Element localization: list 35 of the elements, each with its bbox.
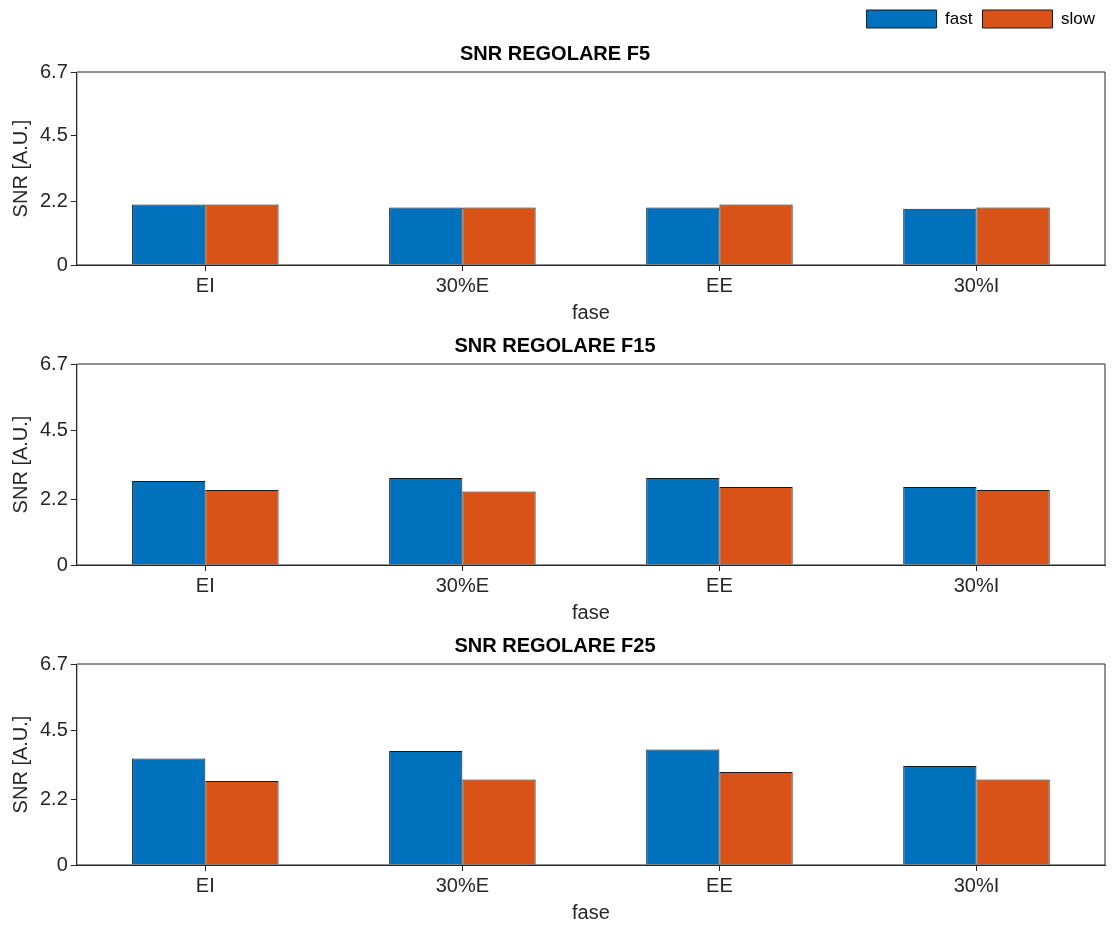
x-tick-label: 30%E bbox=[435, 873, 490, 896]
x-tick-label: 30%I bbox=[953, 273, 1000, 296]
y-axis-title: SNR [A.U.] bbox=[8, 119, 31, 218]
x-tick-label: EI bbox=[195, 573, 215, 596]
legend-label: slow bbox=[1060, 8, 1096, 28]
y-tick-label: 4.5 bbox=[39, 417, 68, 440]
x-axis-title: fase bbox=[572, 600, 610, 623]
y-tick-label: 2.2 bbox=[39, 486, 68, 509]
y-tick-label: 0 bbox=[56, 552, 68, 575]
x-tick-label: EI bbox=[195, 873, 215, 896]
y-tick-label: 0 bbox=[56, 852, 68, 875]
x-tick-label: EE bbox=[706, 873, 733, 896]
x-tick-label: 30%I bbox=[953, 573, 1000, 596]
chart-title: SNR REGOLARE F15 bbox=[454, 333, 656, 356]
chart-title: SNR REGOLARE F5 bbox=[459, 41, 651, 64]
chart-title: SNR REGOLARE F25 bbox=[454, 633, 656, 656]
legend-label: fast bbox=[945, 8, 973, 28]
y-axis-title: SNR [A.U.] bbox=[8, 715, 31, 814]
x-tick-label: EE bbox=[706, 273, 733, 296]
y-tick-label: 6.7 bbox=[39, 651, 68, 674]
y-tick-label: 6.7 bbox=[39, 59, 68, 82]
x-tick-label: 30%I bbox=[953, 873, 1000, 896]
y-tick-label: 6.7 bbox=[39, 351, 68, 374]
y-tick-label: 4.5 bbox=[39, 717, 68, 740]
y-tick-label: 2.2 bbox=[39, 786, 68, 809]
y-axis-title: SNR [A.U.] bbox=[8, 415, 31, 514]
y-tick-label: 2.2 bbox=[39, 189, 68, 212]
x-tick-label: EI bbox=[195, 273, 215, 296]
x-tick-label: EE bbox=[706, 573, 733, 596]
y-tick-label: 4.5 bbox=[39, 122, 68, 145]
x-tick-label: 30%E bbox=[435, 573, 490, 596]
x-axis-title: fase bbox=[572, 300, 610, 323]
x-axis-title: fase bbox=[572, 900, 610, 923]
x-tick-label: 30%E bbox=[435, 273, 490, 296]
y-tick-label: 0 bbox=[56, 252, 68, 275]
